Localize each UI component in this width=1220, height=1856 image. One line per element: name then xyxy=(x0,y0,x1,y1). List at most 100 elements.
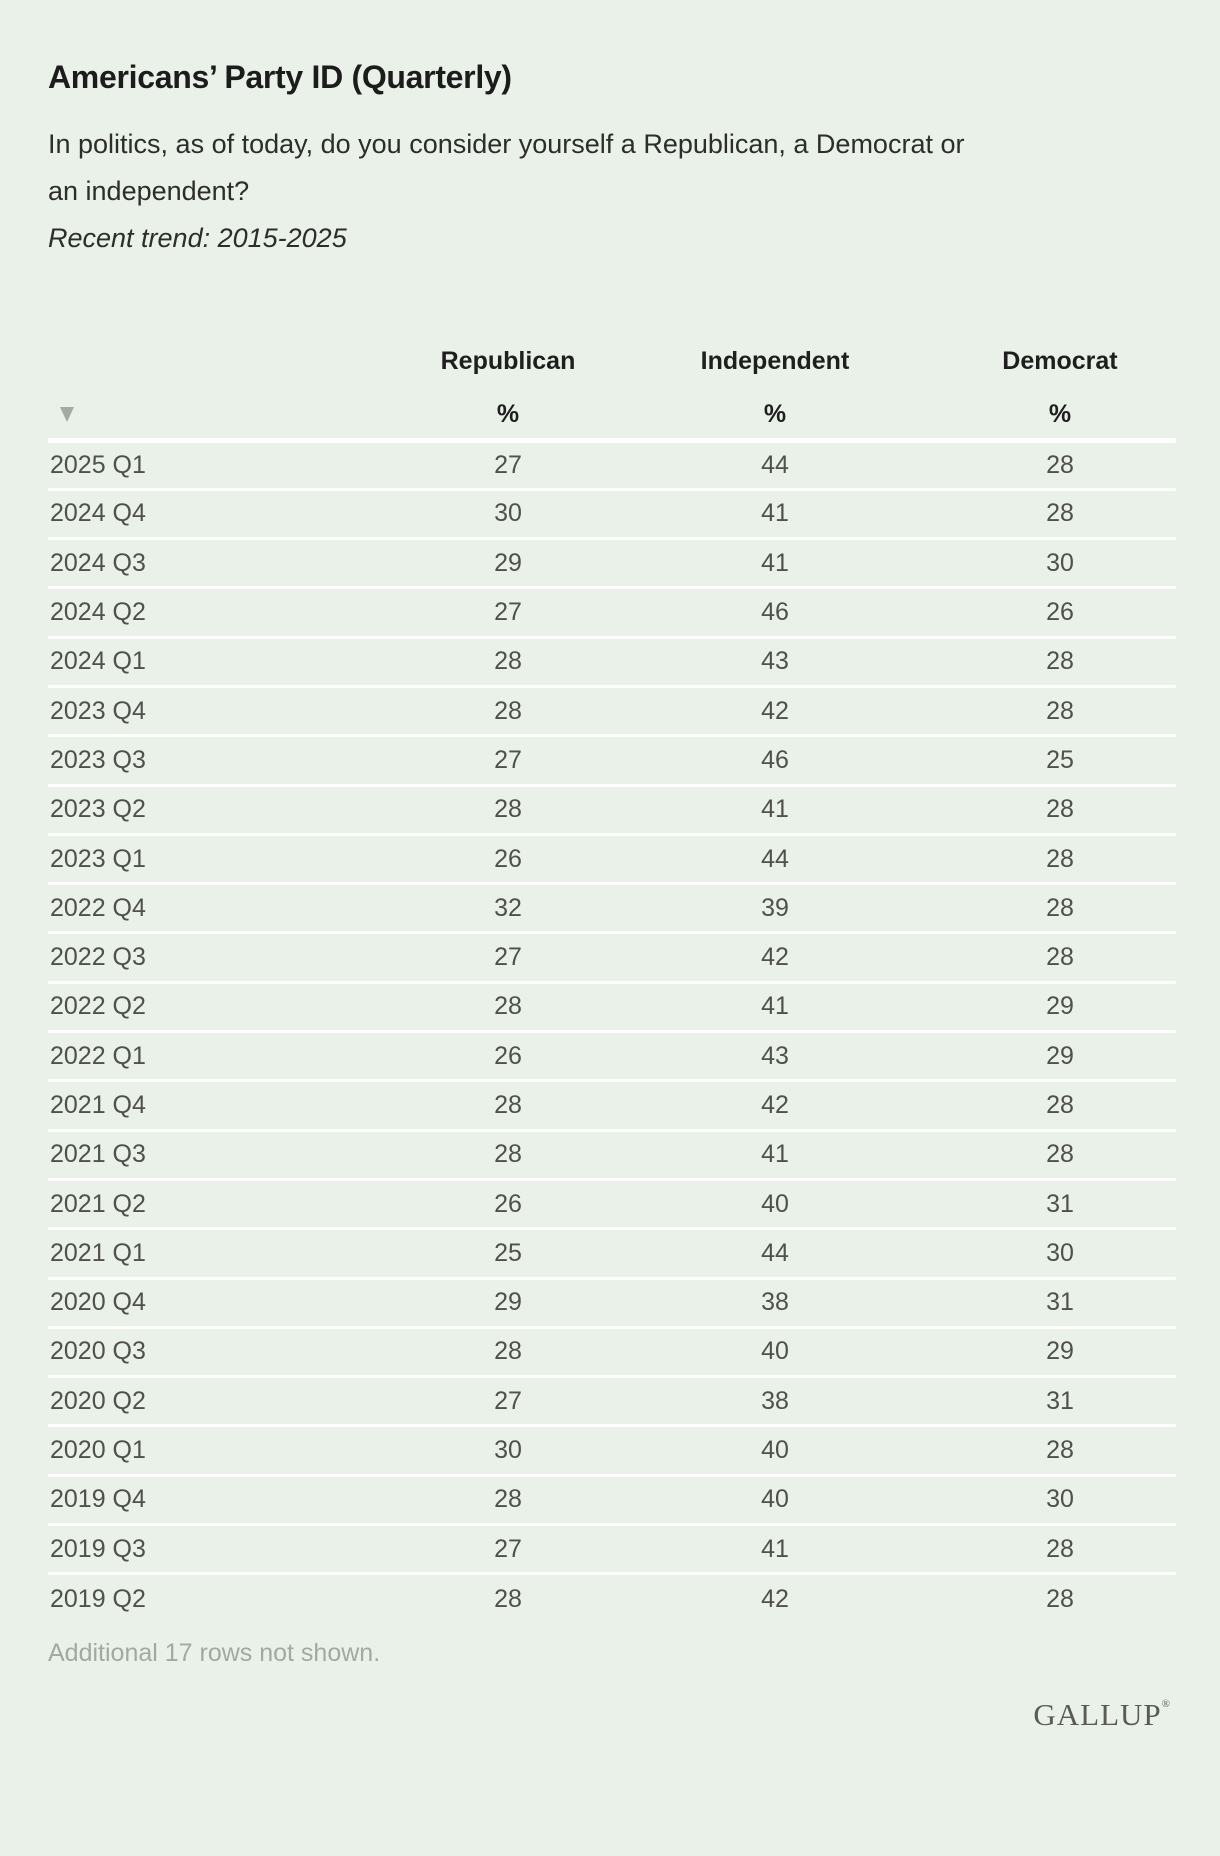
table-row: 2023 Q1 26 44 28 xyxy=(48,834,1176,886)
value-cell: 30 xyxy=(409,1425,606,1477)
table-row: 2020 Q4 29 38 31 xyxy=(48,1278,1176,1329)
value-cell: 27 xyxy=(409,1524,606,1576)
survey-question-line-2: an independent? xyxy=(48,176,250,206)
table-row: 2021 Q4 28 42 28 xyxy=(48,1080,1176,1132)
value-cell: 40 xyxy=(606,1179,944,1231)
period-cell: 2021 Q2 xyxy=(48,1179,410,1231)
table-row: 2022 Q2 28 41 29 xyxy=(48,982,1176,1034)
value-cell: 41 xyxy=(606,1130,944,1181)
value-cell: 28 xyxy=(943,1080,1176,1132)
value-cell: 41 xyxy=(606,785,944,836)
value-cell: 28 xyxy=(409,1080,606,1132)
period-cell: 2020 Q2 xyxy=(48,1376,410,1428)
value-cell: 38 xyxy=(606,1376,944,1428)
table-row: 2022 Q4 32 39 28 xyxy=(48,883,1176,935)
column-header-independent: Independent xyxy=(700,346,850,375)
period-cell: 2021 Q1 xyxy=(48,1228,410,1280)
gallup-wordmark: GALLUP xyxy=(1033,1697,1162,1733)
value-cell: 28 xyxy=(943,440,1176,491)
value-cell: 40 xyxy=(606,1327,944,1379)
sort-descending-icon[interactable] xyxy=(60,407,74,423)
value-cell: 44 xyxy=(606,440,944,491)
value-cell: 26 xyxy=(409,1031,606,1083)
period-cell: 2024 Q1 xyxy=(48,637,410,688)
table-row: 2022 Q3 27 42 28 xyxy=(48,932,1176,984)
value-cell: 28 xyxy=(409,1475,606,1527)
value-cell: 41 xyxy=(606,489,944,541)
value-cell: 42 xyxy=(606,932,944,984)
table-row: 2023 Q3 27 46 25 xyxy=(48,735,1176,787)
value-cell: 40 xyxy=(606,1425,944,1477)
period-cell: 2022 Q1 xyxy=(48,1031,410,1083)
page-root: Americans’ Party ID (Quarterly) In polit… xyxy=(48,59,1176,1733)
value-cell: 43 xyxy=(606,637,944,688)
value-cell: 27 xyxy=(409,440,606,491)
value-cell: 26 xyxy=(943,587,1176,639)
value-cell: 29 xyxy=(943,1327,1176,1379)
period-cell: 2024 Q2 xyxy=(48,587,410,639)
table-row: 2024 Q1 28 43 28 xyxy=(48,637,1176,688)
value-cell: 38 xyxy=(606,1278,944,1329)
value-cell: 26 xyxy=(409,1179,606,1231)
table-row: 2019 Q4 28 40 30 xyxy=(48,1475,1176,1527)
value-cell: 27 xyxy=(409,735,606,787)
period-cell: 2023 Q3 xyxy=(48,735,410,787)
value-cell: 30 xyxy=(943,538,1176,590)
period-cell: 2025 Q1 xyxy=(48,440,410,491)
value-cell: 31 xyxy=(943,1278,1176,1329)
value-cell: 27 xyxy=(409,932,606,984)
value-cell: 28 xyxy=(943,489,1176,541)
period-cell: 2022 Q3 xyxy=(48,932,410,984)
unit-cell-democrat: % xyxy=(943,392,1176,443)
value-cell: 39 xyxy=(606,883,944,935)
table-body: 2025 Q1 27 44 28 2024 Q4 30 41 28 2024 Q3 29 41 30 2… xyxy=(48,440,1176,1623)
value-cell: 25 xyxy=(943,735,1176,787)
value-cell: 31 xyxy=(943,1179,1176,1231)
value-cell: 28 xyxy=(494,1584,522,1613)
page-title: Americans’ Party ID (Quarterly) xyxy=(48,59,512,95)
period-cell: 2023 Q4 xyxy=(48,686,410,738)
value-cell: 28 xyxy=(409,982,606,1034)
value-cell: 29 xyxy=(943,1031,1176,1083)
brand-row: GALLUP® xyxy=(48,1697,1176,1733)
column-header-republican: Republican xyxy=(440,346,576,375)
sort-header-cell xyxy=(48,392,410,443)
period-cell: 2022 Q4 xyxy=(48,883,410,935)
survey-question-line-1: In politics, as of today, do you conside… xyxy=(48,129,965,159)
value-cell: 28 xyxy=(409,1327,606,1379)
table-row: 2023 Q4 28 42 28 xyxy=(48,686,1176,738)
value-cell: 28 xyxy=(943,1524,1176,1576)
period-cell: 2023 Q2 xyxy=(48,785,410,836)
table-row: 2019 Q2 28 42 28 xyxy=(48,1574,1176,1623)
table-header: Republican Independent Democrat % % % xyxy=(48,312,1176,443)
column-header-row: Republican Independent Democrat xyxy=(48,312,1176,392)
registered-trademark-mark: ® xyxy=(1161,1698,1170,1711)
value-cell: 44 xyxy=(606,834,944,886)
value-cell: 41 xyxy=(606,982,944,1034)
table-row: 2020 Q1 30 40 28 xyxy=(48,1425,1176,1477)
value-cell: 41 xyxy=(606,538,944,590)
trend-note: Recent trend: 2015-2025 xyxy=(48,223,347,253)
value-cell: 30 xyxy=(943,1228,1176,1280)
value-cell: 28 xyxy=(943,1130,1176,1181)
period-cell: 2020 Q3 xyxy=(48,1327,410,1379)
value-cell: 43 xyxy=(606,1031,944,1083)
value-cell: 28 xyxy=(409,1130,606,1181)
unit-cell-independent: % xyxy=(606,392,944,443)
column-header-democrat: Democrat xyxy=(1002,346,1118,375)
survey-question: In politics, as of today, do you conside… xyxy=(48,121,1176,215)
value-cell: 28 xyxy=(409,785,606,836)
value-cell: 46 xyxy=(606,735,944,787)
value-cell: 28 xyxy=(943,834,1176,886)
table-row: 2021 Q3 28 41 28 xyxy=(48,1130,1176,1181)
value-cell: 27 xyxy=(409,587,606,639)
period-cell: 2023 Q1 xyxy=(48,834,410,886)
value-cell: 30 xyxy=(943,1475,1176,1527)
value-cell: 29 xyxy=(409,1278,606,1329)
table-row: 2024 Q2 27 46 26 xyxy=(48,587,1176,639)
value-cell: 30 xyxy=(409,489,606,541)
value-cell: 28 xyxy=(1046,1584,1074,1613)
value-cell: 40 xyxy=(606,1475,944,1527)
value-cell: 28 xyxy=(943,883,1176,935)
table-row: 2022 Q1 26 43 29 xyxy=(48,1031,1176,1083)
